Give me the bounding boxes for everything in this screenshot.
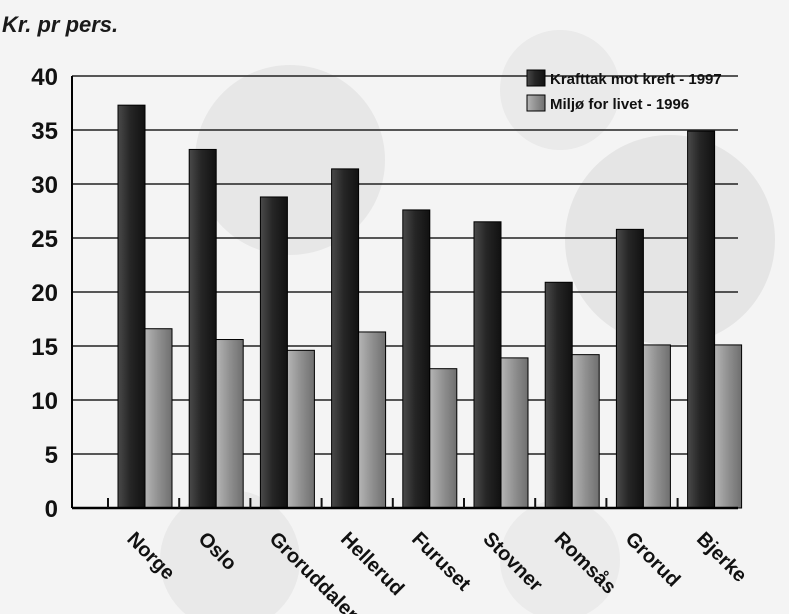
bar-stovner-miljo — [500, 357, 529, 509]
category-label-bjerke: Bjerke — [692, 528, 751, 587]
legend-label-miljo: Miljø for livet - 1996 — [550, 96, 689, 113]
legend-label-krafttak: Krafttak mot kreft - 1997 — [550, 71, 722, 88]
category-label-furuset: Furuset — [407, 528, 475, 596]
y-axis-label: Kr. pr pers. — [2, 12, 118, 37]
axes — [71, 76, 738, 510]
y-tick-0: 0 — [45, 496, 58, 523]
bar-romsås-krafttak — [544, 281, 573, 509]
bar-groruddalen-krafttak — [259, 196, 288, 509]
bar-grorud-krafttak — [615, 228, 644, 509]
banknote-background — [160, 30, 775, 614]
bar-norge-krafttak — [117, 104, 146, 509]
bar-oslo-miljo — [215, 339, 244, 509]
y-tick-5: 5 — [45, 442, 58, 469]
y-tick-25: 25 — [31, 226, 58, 253]
legend-swatch-krafttak — [526, 69, 546, 87]
category-label-hellerud: Hellerud — [336, 528, 408, 600]
y-tick-30: 30 — [31, 172, 58, 199]
y-tick-10: 10 — [31, 388, 58, 415]
bar-groruddalen-miljo — [286, 349, 315, 509]
y-tick-labels: 0 5 10 15 20 25 30 35 40 — [31, 64, 58, 523]
y-tick-40: 40 — [31, 64, 58, 91]
legend: Krafttak mot kreft - 1997 Miljø for live… — [526, 69, 722, 113]
bar-oslo-krafttak — [188, 148, 217, 509]
bar-grorud-miljo — [642, 344, 671, 509]
bars — [117, 104, 743, 509]
y-tick-15: 15 — [31, 334, 58, 361]
bar-bjerke-miljo — [714, 344, 743, 509]
category-label-grorud: Grorud — [621, 528, 684, 591]
y-tick-35: 35 — [31, 118, 58, 145]
bar-hellerud-krafttak — [331, 168, 360, 509]
bar-furuset-miljo — [429, 368, 458, 509]
bar-bjerke-krafttak — [687, 130, 716, 509]
y-tick-20: 20 — [31, 280, 58, 307]
bar-furuset-krafttak — [402, 209, 431, 509]
bar-hellerud-miljo — [358, 331, 387, 509]
bar-romsås-miljo — [571, 354, 600, 509]
bar-norge-miljo — [144, 328, 173, 509]
bar-stovner-krafttak — [473, 221, 502, 509]
legend-swatch-miljo — [526, 94, 546, 112]
